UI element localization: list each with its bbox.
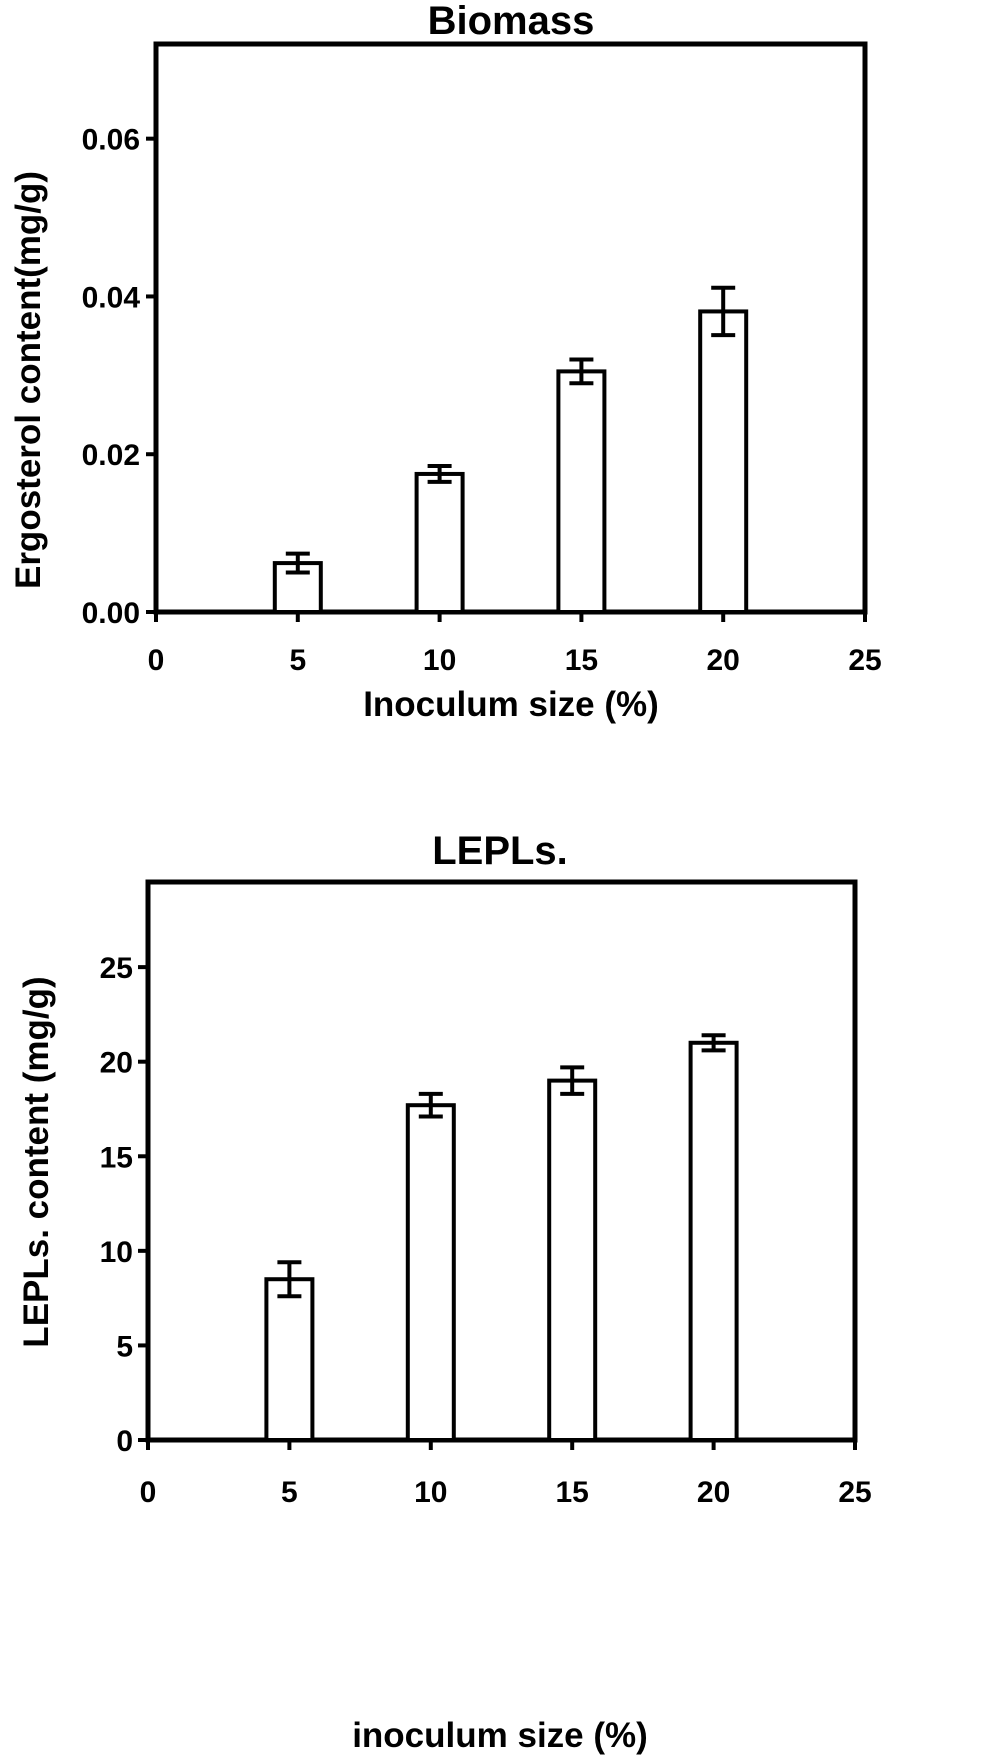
y-axis-label: Ergosterol content(mg/g)	[9, 171, 48, 589]
x-tick-label: 20	[707, 644, 740, 677]
bar	[547, 1078, 598, 1443]
x-tick-label: 15	[565, 644, 598, 677]
bars	[272, 285, 749, 615]
y-tick-label: 0	[116, 1425, 133, 1458]
x-tick-label: 10	[423, 644, 456, 677]
x-tick-label: 10	[414, 1476, 447, 1509]
bar	[698, 309, 749, 614]
x-tick-label: 0	[140, 1476, 157, 1509]
bars	[264, 1033, 739, 1443]
x-axis-label: Inoculum size (%)	[363, 685, 659, 724]
y-tick-label: 25	[100, 952, 133, 985]
chart-biomass: Biomass 0.00 0.02 0.04 0.06 0 5 10 15 20 25 Inoc…	[9, 0, 882, 724]
x-tick-label: 0	[148, 644, 165, 677]
chart-lepls: LEPLs. 0 5 10 15 20 25 0 5 10 15 20 25 inoculum si…	[17, 829, 872, 1755]
chart-title: Biomass	[428, 0, 595, 43]
y-tick-label: 10	[100, 1236, 133, 1269]
y-tick-label: 5	[116, 1330, 133, 1363]
y-axis-label: LEPLs. content (mg/g)	[17, 976, 56, 1347]
y-tick-label: 15	[100, 1141, 133, 1174]
bar	[556, 369, 607, 614]
x-tick-label: 25	[848, 644, 881, 677]
y-axis-ticks: 0.00 0.02 0.04 0.06	[82, 124, 156, 630]
y-tick-label: 0.00	[82, 597, 140, 630]
x-axis-ticks: 0 5 10 15 20 25	[140, 1440, 872, 1509]
y-tick-label: 0.02	[82, 439, 140, 472]
x-tick-label: 5	[281, 1476, 298, 1509]
bar	[688, 1040, 739, 1442]
plot-frame	[153, 41, 868, 615]
y-axis-ticks: 0 5 10 15 20 25	[100, 952, 148, 1458]
x-axis-ticks: 0 5 10 15 20 25	[148, 612, 882, 677]
bar	[264, 1277, 315, 1442]
bar	[414, 471, 465, 615]
x-tick-label: 5	[289, 644, 306, 677]
x-tick-label: 15	[556, 1476, 589, 1509]
x-axis-label: inoculum size (%)	[352, 1716, 648, 1755]
y-tick-label: 0.06	[82, 124, 140, 157]
y-tick-label: 0.04	[82, 281, 141, 314]
x-tick-label: 25	[838, 1476, 871, 1509]
bar	[405, 1103, 456, 1442]
y-tick-label: 20	[100, 1047, 133, 1080]
chart-title: LEPLs.	[432, 829, 568, 873]
x-tick-label: 20	[697, 1476, 730, 1509]
plot-frame	[145, 879, 858, 1443]
